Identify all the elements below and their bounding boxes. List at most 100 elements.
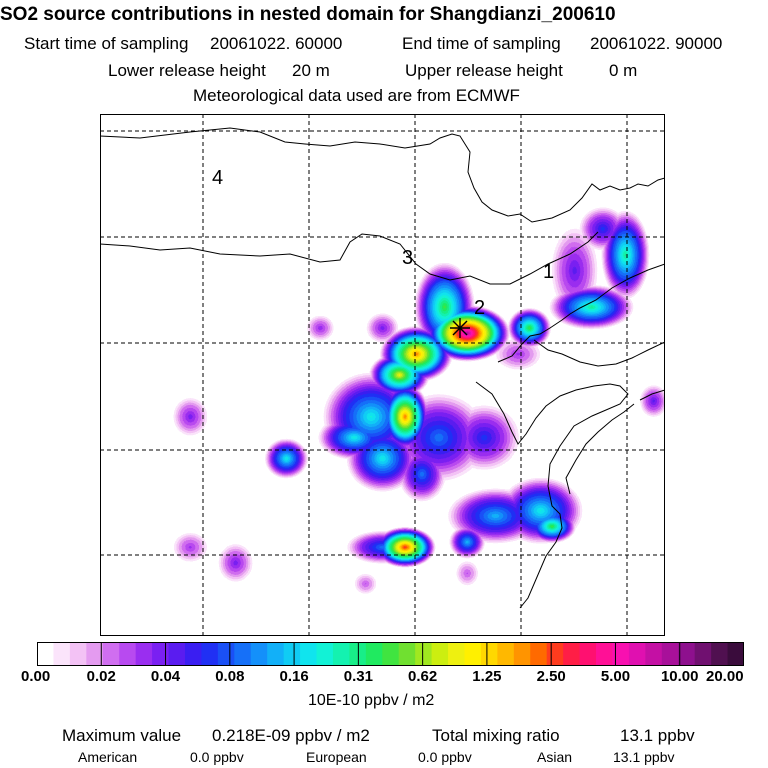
colorbar-cell: [612, 642, 630, 666]
border-mongolia: [100, 231, 599, 285]
colorbar-tick-label: 20.00: [706, 668, 744, 685]
colorbar-cell: [250, 642, 268, 666]
colorbar-cell: [480, 642, 498, 666]
max-value-label: Maximum value: [62, 726, 182, 745]
colorbar-frame: [37, 642, 744, 666]
colorbar-cell: [332, 642, 350, 666]
plume-source: [264, 437, 309, 480]
colorbar-tick-label: 5.00: [600, 668, 631, 685]
colorbar-tick-label: 2.50: [536, 668, 566, 685]
colorbar-cell: [119, 642, 137, 666]
colorbar-tick-label: 0.00: [21, 668, 51, 685]
colorbar-cell: [102, 642, 120, 666]
upper-height-value: 0 m: [609, 61, 638, 80]
plume-field: [100, 114, 665, 636]
colorbar-cell: [711, 642, 729, 666]
plume-source: [493, 336, 543, 372]
colorbar-cell: [579, 642, 597, 666]
colorbar-cell: [201, 642, 219, 666]
american-label: American: [78, 749, 138, 765]
colorbar-cell: [448, 642, 466, 666]
colorbar-tick-label: 10.00: [660, 668, 699, 685]
chart-title: SO2 source contributions in nested domai…: [0, 4, 616, 25]
concentration-map: 4 3 1 2: [100, 114, 665, 636]
met-data-note: Meteorological data used are from ECMWF: [193, 86, 520, 105]
colorbar-tick-label: 0.04: [150, 668, 181, 685]
plume-source: [413, 261, 476, 354]
european-label: European: [306, 749, 367, 765]
plume-source: [397, 445, 447, 503]
colorbar-cell: [300, 642, 318, 666]
lower-height-label: Lower release height: [108, 61, 266, 80]
colorbar-cell: [415, 642, 433, 666]
colorbar-cell: [217, 642, 235, 666]
plume-source: [527, 509, 577, 544]
plume-source: [353, 572, 378, 596]
region-label-2: 2: [474, 297, 485, 319]
plume-source: [446, 403, 522, 473]
grid-lines: [100, 114, 665, 636]
colorbar-tick-label: 0.02: [86, 668, 116, 685]
plume-source: [216, 542, 255, 584]
region-label-3: 3: [402, 247, 413, 269]
plume-source: [365, 311, 400, 345]
colorbar-cell: [53, 642, 71, 666]
plume-source: [345, 530, 420, 565]
american-value: 0.0 ppbv: [190, 749, 244, 765]
colorbar-cell: [596, 642, 614, 666]
colorbar-cell: [628, 642, 646, 666]
colorbar-cell: [135, 642, 153, 666]
coast-liaodong: [533, 339, 665, 367]
colorbar-cell: [234, 642, 252, 666]
region-label-4: 4: [212, 167, 223, 189]
coastlines: [100, 127, 665, 609]
colorbar-cell: [563, 642, 581, 666]
colorbar-cell: [69, 642, 87, 666]
coast-shandong: [475, 381, 629, 609]
colorbar-cell: [464, 642, 482, 666]
colorbar-cell: [497, 642, 515, 666]
border-north: [100, 127, 665, 223]
colorbar-cell: [365, 642, 383, 666]
colorbar-cell: [678, 642, 696, 666]
colorbar-cell: [431, 642, 449, 666]
colorbar-cell: [37, 642, 55, 666]
upper-height-label: Upper release height: [405, 61, 563, 80]
asian-label: Asian: [537, 749, 573, 765]
colorbar-cell: [694, 642, 712, 666]
european-value: 0.0 ppbv: [418, 749, 472, 765]
receptor-star-icon: [450, 318, 470, 338]
max-value: 0.218E-09 ppbv / m2: [212, 726, 370, 745]
asian-value: 13.1 ppbv: [613, 749, 675, 765]
total-mixing-label: Total mixing ratio: [432, 726, 560, 745]
colorbar-cell: [168, 642, 186, 666]
end-label: End time of sampling: [402, 34, 561, 53]
coast-east: [565, 403, 635, 495]
plume-source: [305, 314, 336, 342]
colorbar-cell: [316, 642, 334, 666]
colorbar-cell: [513, 642, 531, 666]
plume-source: [454, 559, 480, 588]
end-value: 20061022. 90000: [590, 34, 723, 53]
colorbar-tick-label: 1.25: [472, 668, 502, 685]
colorbar-tick-label: 0.08: [215, 668, 245, 685]
colorbar-cell: [184, 642, 203, 666]
colorbar-unit: 10E-10 ppbv / m2: [308, 692, 435, 709]
colorbar-cell: [152, 642, 170, 666]
colorbar-cell: [283, 642, 301, 666]
colorbar-cell: [645, 642, 663, 666]
colorbar-tick-label: 0.16: [279, 668, 309, 685]
colorbar-tick-label: 0.62: [408, 668, 438, 685]
colorbar: [37, 642, 744, 666]
region-label-1: 1: [543, 261, 554, 283]
colorbar-cell: [661, 642, 679, 666]
plume-source: [171, 396, 210, 438]
colorbar-tick-label: 0.31: [343, 668, 373, 685]
colorbar-cell: [727, 642, 744, 666]
colorbar-cell: [267, 642, 285, 666]
colorbar-cell: [530, 642, 548, 666]
colorbar-cell: [546, 642, 564, 666]
colorbar-cell: [86, 642, 104, 666]
colorbar-cell: [382, 642, 400, 666]
coast-korea: [639, 389, 665, 401]
